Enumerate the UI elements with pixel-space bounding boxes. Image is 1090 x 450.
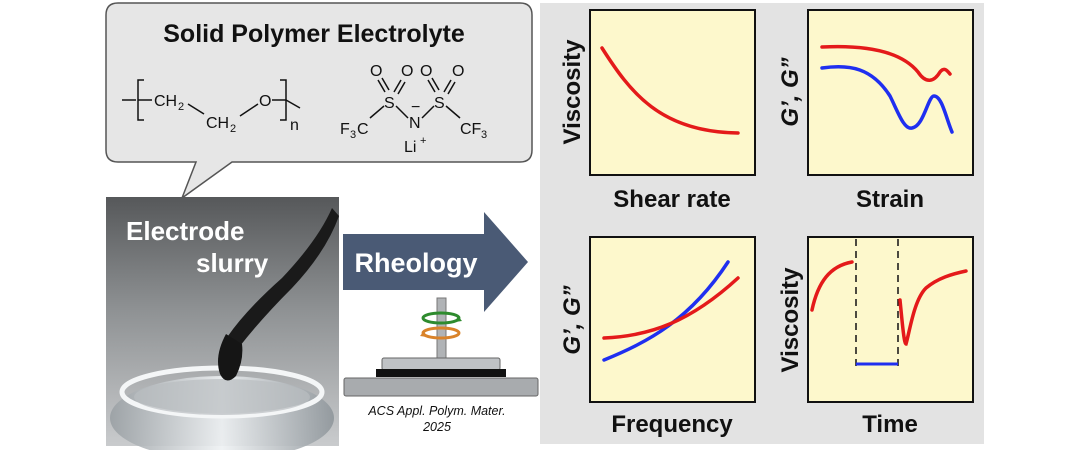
slurry-drop: [218, 334, 243, 381]
panel-frequency-plot-area: [589, 236, 756, 403]
litfsi-nitrogen: N: [409, 115, 421, 132]
panel-shear-plot-area: [589, 9, 756, 176]
panel-strain-ylabel: G’, G”: [777, 57, 804, 126]
rheometer-icon: [343, 297, 539, 397]
time-curve-before: [810, 260, 854, 312]
panel-time-ylabel: Viscosity: [777, 267, 804, 373]
litfsi-s-left: S: [384, 95, 395, 112]
citation-line1: ACS Appl. Polym. Mater.: [367, 404, 505, 418]
spatula: [228, 208, 339, 346]
peo-ch2-a-sub: 2: [178, 101, 184, 113]
litfsi-plus: +: [420, 135, 426, 147]
strain-blue-curve: [820, 64, 954, 134]
photo-label-line2: slurry: [196, 248, 269, 278]
panel-strain: G’, G” Strain: [777, 9, 974, 213]
panel-shear-ylabel: Viscosity: [559, 39, 586, 145]
time-curve-after: [898, 269, 968, 346]
panel-strain-plot-area: [807, 9, 974, 176]
peo-structure: CH 2 CH 2 O n: [122, 79, 301, 135]
litfsi-o-4: O: [452, 63, 464, 80]
arrow-shape: [343, 212, 528, 312]
panel-shear-xlabel: Shear rate: [613, 186, 730, 213]
glass-inner: [134, 379, 310, 415]
peo-ch2-a: CH: [154, 93, 177, 110]
panel-time-xlabel: Time: [862, 411, 918, 438]
shear-viscosity-curve: [600, 46, 740, 135]
slurry-photo: Electrode slurry: [106, 197, 339, 450]
litfsi-structure: S O O F 3 C N − S O O CF 3: [340, 63, 487, 156]
litfsi-o-2: O: [401, 63, 413, 80]
peo-ch2-b-sub: 2: [230, 123, 236, 135]
litfsi-s-right: S: [434, 95, 445, 112]
litfsi-o-1: O: [370, 63, 382, 80]
panel-shear-rate: Viscosity Shear rate: [559, 9, 756, 213]
panel-frequency: G’, G” Frequency: [559, 236, 756, 438]
citation-line2: 2025: [422, 420, 451, 434]
panel-time: Viscosity Time: [777, 236, 974, 438]
litfsi-o-3: O: [420, 63, 432, 80]
peo-ch2-b: CH: [206, 115, 229, 132]
panel-time-plot-area: [807, 236, 974, 403]
litfsi-cf3-right: CF: [460, 121, 482, 138]
litfsi-f3c-c: C: [357, 121, 369, 138]
arrow-label: Rheology: [354, 248, 477, 278]
electrolyte-callout: Solid Polymer Electrolyte CH 2 CH 2 O n …: [105, 2, 533, 201]
panel-frequency-ylabel: G’, G”: [559, 285, 586, 354]
litfsi-f3c-sub: 3: [350, 129, 356, 141]
peo-repeat-n: n: [290, 117, 299, 134]
frequency-red-curve: [602, 276, 740, 340]
panel-frequency-xlabel: Frequency: [611, 411, 733, 438]
litfsi-cf3-right-sub: 3: [481, 129, 487, 141]
photo-label-line1: Electrode: [126, 216, 245, 246]
litfsi-f3c: F: [340, 121, 350, 138]
callout-bubble: [105, 2, 533, 201]
litfsi-minus: −: [411, 99, 420, 116]
peo-oxygen: O: [259, 93, 271, 110]
panel-strain-xlabel: Strain: [856, 186, 924, 213]
callout-title: Solid Polymer Electrolyte: [163, 20, 465, 48]
strain-red-curve: [820, 44, 952, 82]
rheology-arrow: Rheology: [343, 212, 528, 312]
litfsi-lithium: Li: [404, 139, 416, 156]
